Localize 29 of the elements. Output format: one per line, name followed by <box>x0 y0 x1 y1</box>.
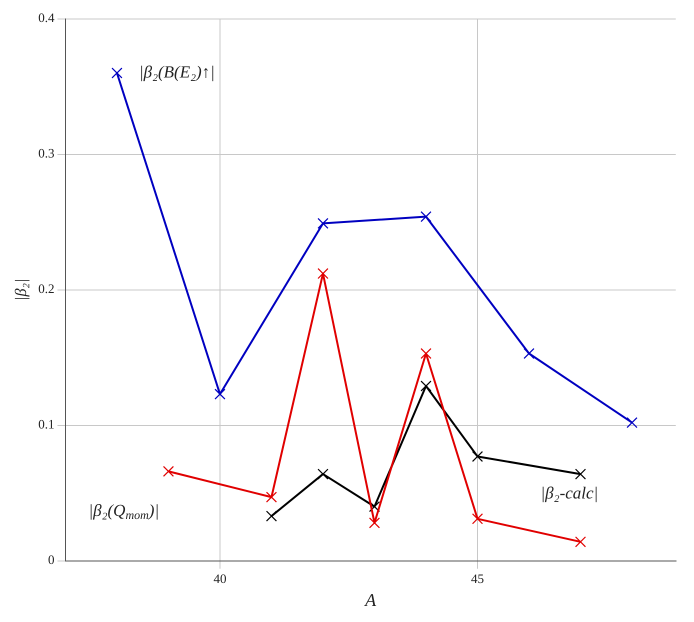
y-tick-label: 0.1 <box>38 416 54 432</box>
x-axis-title: A <box>364 590 378 610</box>
point <box>111 67 123 79</box>
y-tick-label: 0.3 <box>38 146 54 161</box>
y-axis-title: |β₂| <box>12 278 30 301</box>
point <box>317 268 329 280</box>
point <box>214 388 226 400</box>
point <box>626 417 638 428</box>
point <box>472 513 484 524</box>
point <box>523 348 535 360</box>
point <box>472 450 484 462</box>
point <box>574 468 586 480</box>
point <box>162 466 174 477</box>
point <box>266 492 278 503</box>
y-tick-label: 0.2 <box>38 281 54 296</box>
point <box>368 517 380 528</box>
series-label: |β₂(B(E₂)↑| <box>138 62 215 82</box>
x-tick-label: 40 <box>213 571 226 586</box>
point <box>317 218 329 229</box>
point <box>420 211 432 222</box>
y-tick-label: 0 <box>48 552 54 568</box>
point <box>574 536 586 548</box>
series-label: |β₂-calc| <box>540 484 598 503</box>
point <box>317 468 329 480</box>
y-tick-label: 0.4 <box>38 10 55 26</box>
point <box>420 348 432 360</box>
x-tick-label: 45 <box>471 571 484 586</box>
point <box>420 380 432 392</box>
point <box>266 510 278 522</box>
